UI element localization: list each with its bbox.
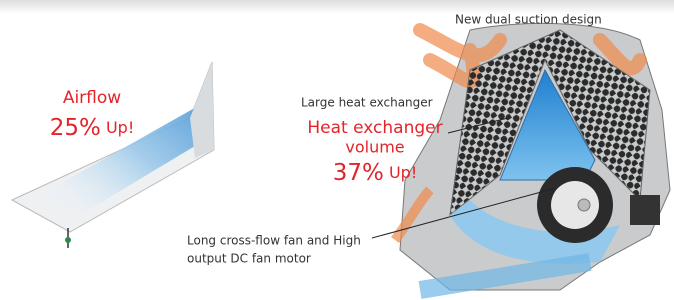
airflow-figure: 25% Up! — [50, 115, 135, 141]
fan-caption: Long cross-flow fan and High — [187, 234, 361, 248]
airflow-label: Airflow — [63, 88, 121, 108]
heat-exchanger-percent: 37% — [333, 160, 384, 186]
fan-caption: output DC fan motor — [187, 252, 311, 266]
airflow-suffix: Up! — [106, 118, 134, 137]
cross-section — [395, 23, 670, 290]
heat-exchanger-suffix: Up! — [389, 163, 417, 182]
heat-exchanger-label: volume — [345, 138, 404, 157]
heat-exchanger-caption: Large heat exchanger — [301, 96, 433, 110]
airflow-percent: 25% — [50, 115, 101, 141]
illustration: Airflow 25% Up! New dual suction design … — [0, 0, 674, 300]
heat-exchanger-label: Heat exchanger — [307, 118, 442, 138]
design-title: New dual suction design — [455, 13, 602, 27]
